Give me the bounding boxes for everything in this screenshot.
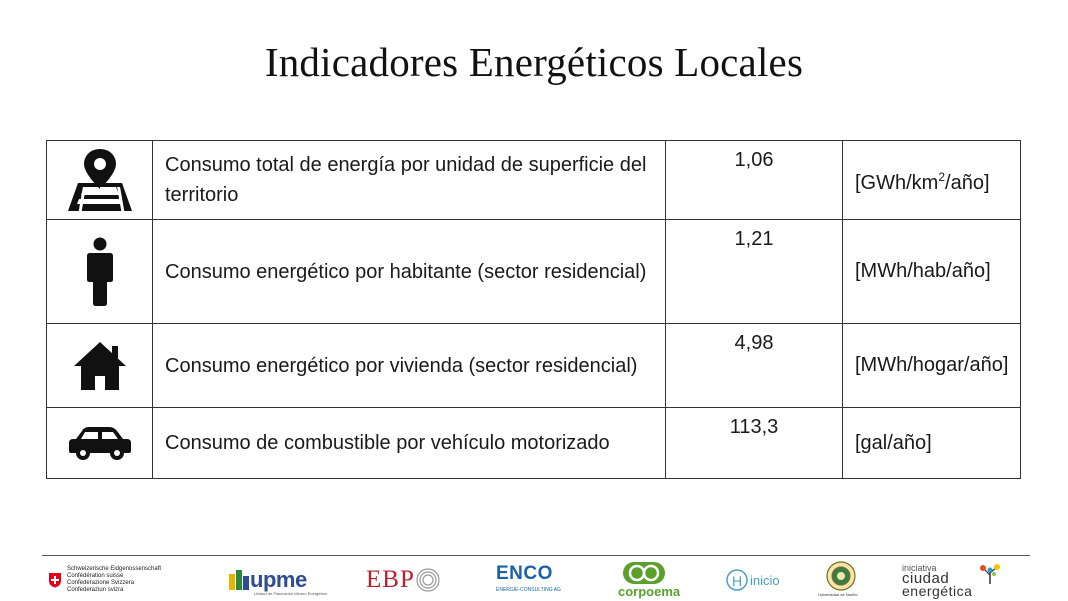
indicator-description: Consumo total de energía por unidad de s… (152, 140, 666, 220)
hinicio-logo: H inicio (726, 561, 780, 599)
indicator-value: 4,98 (665, 323, 843, 408)
ebp-circles-icon (416, 568, 440, 592)
car-icon (47, 425, 152, 461)
upme-mark-icon (229, 570, 249, 590)
map-location-icon (47, 147, 152, 213)
indicator-unit: [MWh/hogar/año] (842, 323, 1021, 408)
enco-logo: ENCO ENERGIE-CONSULTING AG (496, 563, 561, 593)
table-row: Consumo total de energía por unidad de s… (46, 140, 1021, 220)
indicator-description: Consumo energético por vivienda (sector … (152, 323, 666, 408)
indicator-value: 1,21 (665, 219, 843, 324)
swiss-confederation-logo: Schweizerische Eidgenossenschaft Confédé… (48, 561, 161, 599)
hinicio-mark-icon: H (726, 569, 748, 591)
indicator-unit: [MWh/hab/año] (842, 219, 1021, 324)
colorful-tree-icon (980, 564, 1000, 584)
indicator-value: 1,06 (665, 140, 843, 220)
indicator-unit: [GWh/km2/año] (842, 140, 1021, 220)
universidad-narino-logo: Universidad de Nariño (818, 561, 878, 599)
house-icon (47, 340, 152, 392)
ebp-logo: EBP (366, 561, 447, 599)
svg-text:H: H (732, 573, 742, 589)
indicators-table: Consumo total de energía por unidad de s… (46, 140, 1021, 479)
footer-divider (42, 555, 1030, 556)
person-icon (47, 237, 152, 307)
indicator-description: Consumo energético por habitante (sector… (152, 219, 666, 324)
indicator-description: Consumo de combustible por vehículo moto… (152, 407, 666, 479)
corpoema-logo: corpoema (618, 561, 682, 599)
university-seal-icon (826, 561, 856, 591)
table-row: Consumo energético por habitante (sector… (46, 219, 1021, 324)
swiss-shield-icon (49, 573, 61, 588)
indicator-unit: [gal/año] (842, 407, 1021, 479)
corpoema-mark-icon (623, 562, 665, 584)
indicator-value: 113,3 (665, 407, 843, 479)
upme-logo: upme Unidad de Planeación Minero Energét… (228, 561, 327, 599)
page-title: Indicadores Energéticos Locales (264, 39, 804, 85)
table-row: Consumo energético por vivienda (sector … (46, 323, 1021, 408)
ciudad-energetica-logo: iniciativa ciudad energética (902, 561, 1027, 599)
partner-logos: Schweizerische Eidgenossenschaft Confédé… (42, 561, 1032, 599)
table-row: Consumo de combustible por vehículo moto… (46, 407, 1021, 479)
